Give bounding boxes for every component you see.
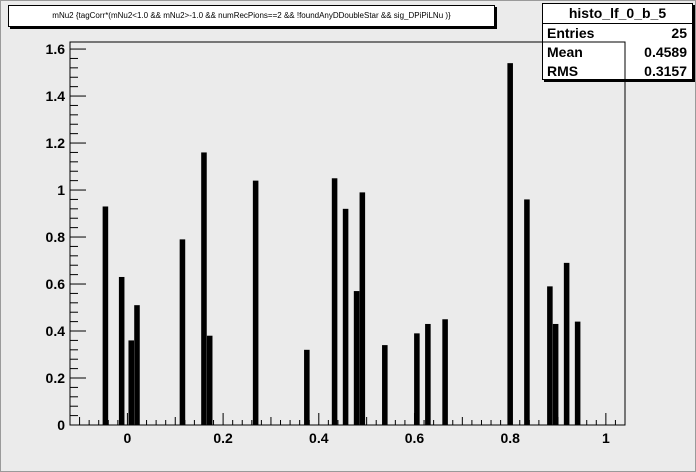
stats-row-mean: Mean 0.4589 (543, 43, 692, 62)
plot-title: mNu2 {tagCorr*(mNu2<1.0 && mNu2>-1.0 && … (52, 11, 451, 20)
x-tick-label: 0 (124, 430, 132, 446)
y-tick-label: 1 (57, 182, 65, 198)
histogram-bar-6 (206, 335, 213, 425)
stats-rms-value: 0.3157 (644, 63, 687, 79)
x-tick-label: 0.4 (309, 430, 329, 446)
histogram-bar-4 (179, 239, 186, 425)
histogram-bar-9 (331, 178, 338, 425)
y-tick-label: 0.6 (46, 276, 66, 292)
histogram-bar-15 (425, 323, 431, 425)
histogram-bar-3 (134, 305, 140, 425)
y-tick-label: 0 (57, 417, 65, 433)
histogram-bar-20 (552, 323, 559, 425)
stats-row-entries: Entries 25 (543, 24, 692, 43)
x-tick-label: 0.6 (405, 430, 425, 446)
histogram-bar-18 (524, 199, 530, 425)
histogram-bar-16 (442, 319, 448, 425)
stats-histogram-name: histo_lf_0_b_5 (543, 4, 692, 24)
histogram-bar-2 (128, 340, 135, 425)
histogram-bars (102, 63, 581, 426)
y-tick-label: 1.2 (46, 135, 66, 151)
y-axis: 0 0.2 0.4 0.6 0.8 1 1.2 1.4 1.6 (46, 41, 86, 433)
x-tick-label: 1 (602, 430, 610, 446)
histogram-bar-14 (414, 333, 420, 425)
plot-title-box: mNu2 {tagCorr*(mNu2<1.0 && mNu2>-1.0 && … (8, 5, 495, 27)
histogram-bar-8 (304, 349, 310, 425)
stats-entries-value: 25 (671, 25, 687, 41)
x-axis: 0 0.2 0.4 0.6 0.8 1 (69, 413, 626, 446)
y-tick-label: 0.2 (46, 370, 66, 386)
stats-rms-label: RMS (547, 63, 579, 79)
stats-mean-label: Mean (547, 44, 583, 60)
histogram-bar-13 (382, 345, 388, 425)
stats-mean-value: 0.4589 (644, 44, 687, 60)
y-tick-label: 1.4 (46, 88, 66, 104)
histogram-bar-19 (547, 286, 553, 425)
histogram-bar-22 (574, 321, 581, 425)
histogram-bar-10 (342, 208, 349, 425)
x-tick-label: 0.2 (213, 430, 233, 446)
stats-entries-label: Entries (547, 25, 595, 41)
histogram-bar-11 (353, 291, 360, 425)
stats-row-rms: RMS 0.3157 (543, 62, 692, 81)
y-tick-label: 0.4 (46, 323, 66, 339)
x-tick-label: 0.8 (500, 430, 520, 446)
y-tick-label: 1.6 (46, 41, 66, 57)
histogram-bar-7 (252, 180, 259, 425)
histogram-bar-17 (507, 63, 513, 426)
histogram-bar-0 (102, 206, 109, 425)
histogram-bar-21 (563, 262, 570, 425)
y-tick-label: 0.8 (46, 229, 66, 245)
histogram-bar-5 (201, 152, 207, 425)
histogram-bar-12 (359, 192, 366, 425)
histogram-bar-1 (118, 276, 125, 425)
